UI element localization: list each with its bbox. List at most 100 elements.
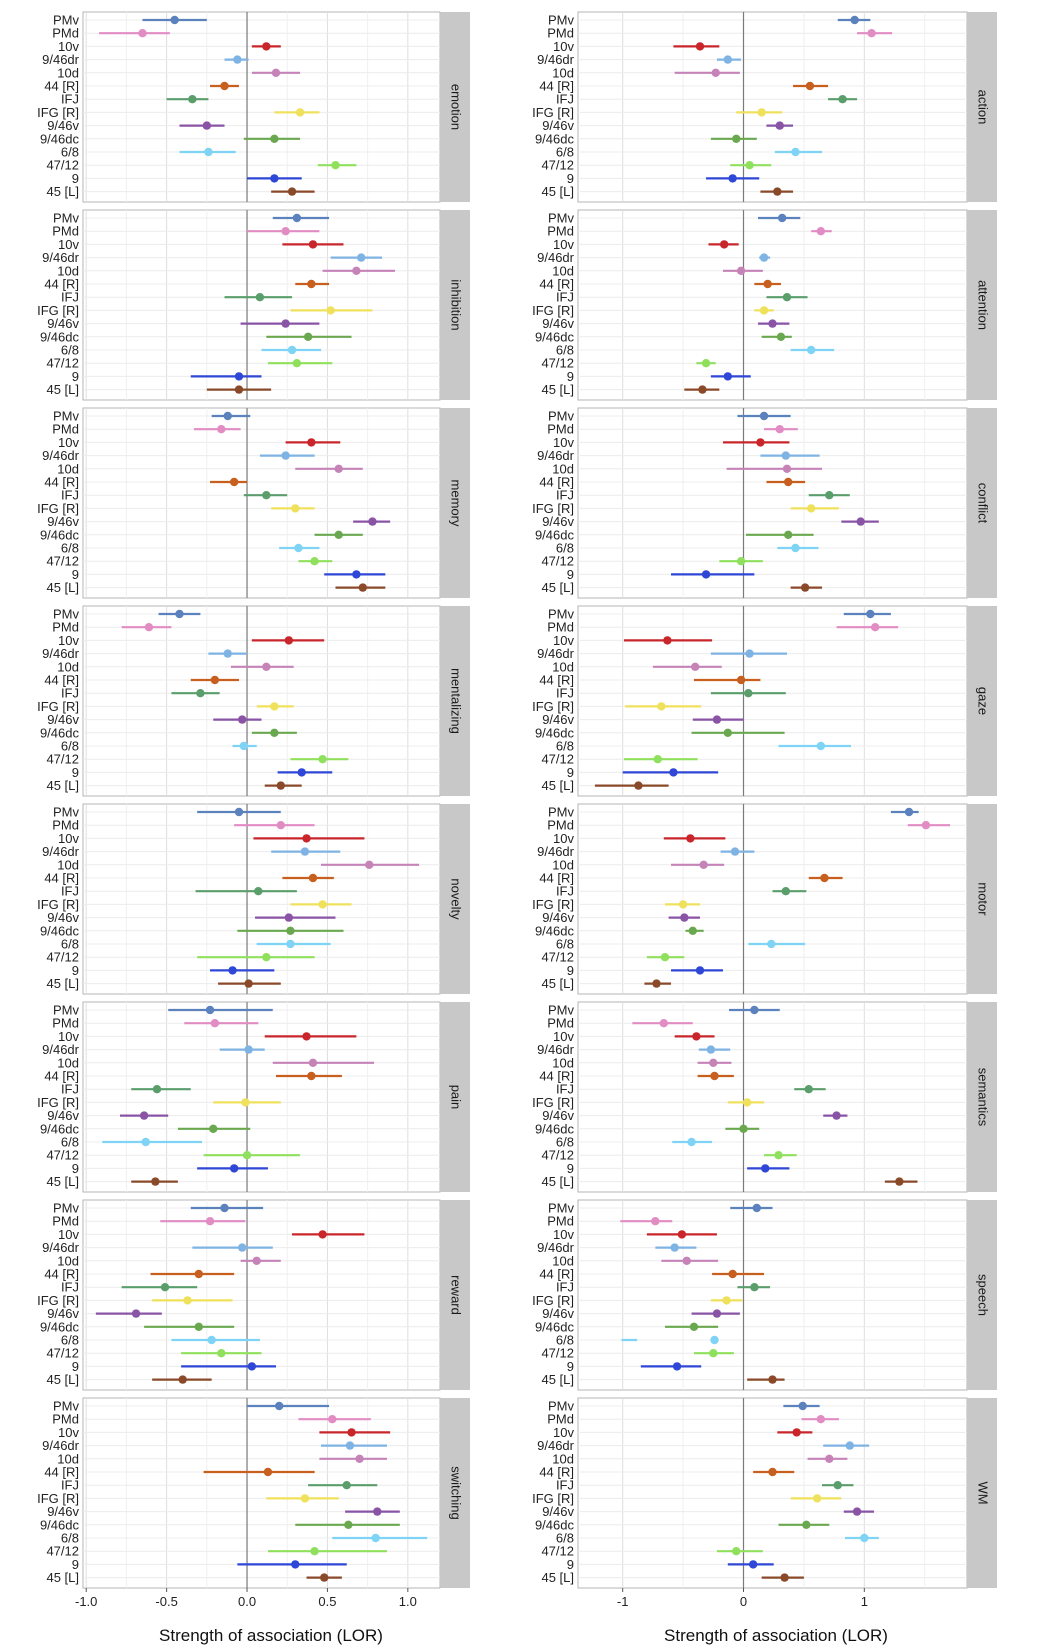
panel-background	[577, 803, 968, 995]
facet-strip	[440, 210, 470, 400]
y-tick-label: IFJ	[61, 686, 79, 701]
y-tick-label: IFJ	[556, 1082, 574, 1097]
panel-background	[577, 1199, 968, 1391]
estimate-point	[328, 1415, 337, 1424]
y-tick-label: 10d	[57, 659, 79, 674]
y-tick-label: 10v	[553, 633, 574, 648]
estimate-point	[670, 1243, 679, 1252]
y-tick-label: IFJ	[61, 92, 79, 107]
y-tick-label: 45 [L]	[541, 580, 574, 595]
y-tick-label: PMv	[53, 409, 80, 424]
y-tick-label: 9/46dr	[537, 1438, 575, 1453]
estimate-point	[139, 1111, 149, 1120]
y-tick-label: 47/12	[46, 752, 79, 767]
facet-strip	[440, 408, 470, 598]
estimate-point	[281, 451, 290, 460]
estimate-point	[802, 1520, 811, 1530]
estimate-point	[229, 477, 239, 487]
estimate-point	[768, 1375, 777, 1384]
estimate-point	[709, 1058, 718, 1068]
y-tick-label: 9/46dc	[535, 1121, 575, 1136]
y-tick-label: PMv	[548, 13, 575, 28]
y-tick-label: 9/46v	[47, 1108, 79, 1123]
panel-background	[577, 209, 968, 401]
panel-background	[82, 1001, 441, 1193]
estimate-point	[653, 755, 662, 764]
estimate-point	[371, 1533, 380, 1543]
y-tick-label: 44 [R]	[44, 475, 79, 490]
estimate-point	[220, 1203, 229, 1213]
y-tick-label: 10v	[58, 39, 79, 54]
estimate-point	[687, 1137, 696, 1147]
y-tick-label: 9/46dc	[535, 527, 575, 542]
estimate-point	[238, 715, 247, 724]
estimate-point	[183, 1296, 192, 1305]
facet-strip	[967, 804, 997, 994]
y-tick-label: 10v	[553, 1029, 574, 1044]
y-tick-label: 9/46dr	[537, 1240, 575, 1255]
estimate-point	[804, 1085, 813, 1094]
y-tick-label: 9/46dr	[537, 1042, 575, 1057]
panel-background	[577, 1397, 968, 1589]
estimate-point	[352, 570, 361, 579]
estimate-point	[151, 1177, 160, 1186]
estimate-point	[845, 1441, 855, 1450]
estimate-point	[805, 81, 815, 91]
y-tick-label: 6/8	[556, 739, 574, 754]
estimate-point	[825, 491, 834, 500]
estimate-point	[244, 979, 253, 988]
estimate-point	[239, 741, 249, 751]
y-tick-label: 10d	[552, 1451, 574, 1466]
y-tick-label: IFG [R]	[532, 105, 574, 120]
y-tick-label: 9	[567, 1557, 574, 1572]
facet-label-speech: speech	[976, 1274, 991, 1316]
y-tick-label: IFJ	[61, 1280, 79, 1295]
facet-strip	[967, 1200, 997, 1390]
y-tick-label: 47/12	[541, 950, 574, 965]
estimate-point	[775, 121, 784, 130]
y-tick-label: 10v	[58, 435, 79, 450]
y-tick-label: PMd	[547, 620, 574, 635]
y-tick-label: 47/12	[541, 158, 574, 173]
y-tick-label: 6/8	[556, 1135, 574, 1150]
estimate-point	[712, 715, 722, 724]
y-tick-label: PMd	[52, 224, 79, 239]
y-tick-label: 44 [R]	[539, 673, 574, 688]
estimate-point	[782, 293, 792, 302]
y-tick-label: 44 [R]	[44, 871, 79, 886]
y-tick-label: 9/46dr	[537, 250, 575, 265]
facet-strip	[440, 1200, 470, 1390]
y-tick-label: 47/12	[541, 1544, 574, 1559]
facet-label-gaze: gaze	[976, 687, 991, 715]
facet-label-switching: switching	[449, 1466, 464, 1519]
estimate-point	[223, 649, 232, 658]
estimate-point	[686, 834, 695, 843]
estimate-point	[781, 887, 790, 896]
y-tick-label: 6/8	[61, 145, 79, 160]
estimate-point	[244, 1045, 253, 1054]
estimate-point	[274, 1401, 284, 1411]
estimate-point	[281, 227, 290, 236]
estimate-point	[210, 1019, 220, 1028]
estimate-point	[291, 1560, 300, 1569]
estimate-point	[695, 966, 705, 975]
y-tick-label: PMv	[53, 1399, 80, 1414]
estimate-point	[302, 1032, 311, 1041]
y-tick-label: 9/46v	[542, 1504, 574, 1519]
y-tick-label: 9/46dr	[42, 250, 80, 265]
estimate-point	[833, 1481, 842, 1490]
estimate-point	[672, 1362, 682, 1371]
estimate-point	[271, 68, 281, 78]
estimate-point	[228, 966, 237, 975]
y-tick-label: 10d	[57, 1055, 79, 1070]
facet-label-action: action	[976, 90, 991, 125]
estimate-point	[263, 1467, 273, 1477]
y-tick-label: IFJ	[556, 92, 574, 107]
estimate-point	[300, 1494, 310, 1503]
estimate-point	[255, 293, 265, 302]
y-tick-label: IFG [R]	[37, 1491, 79, 1506]
estimate-point	[723, 55, 733, 64]
